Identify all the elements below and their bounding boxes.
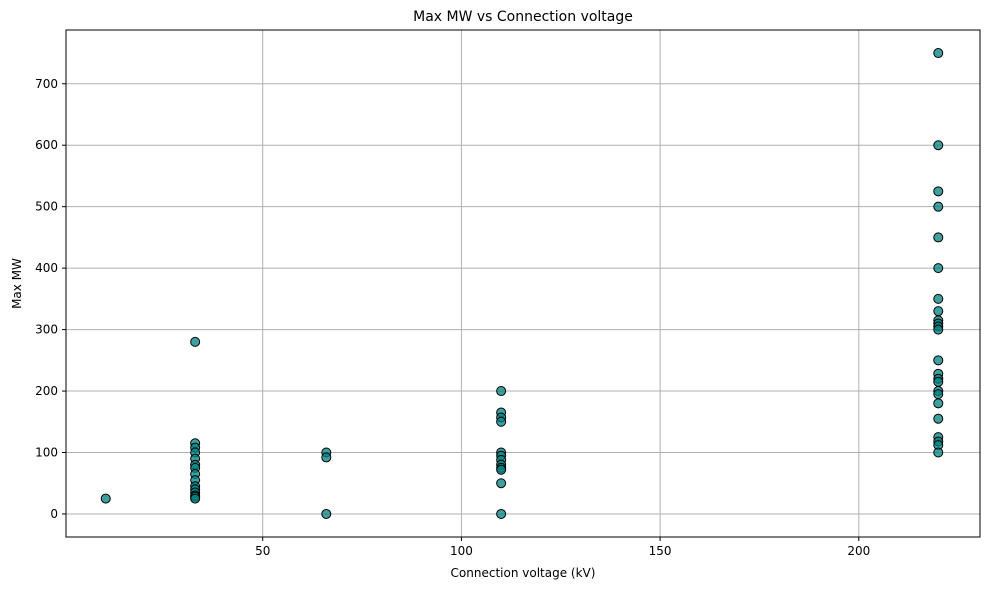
- scatter-point: [933, 398, 944, 409]
- scatter-point: [933, 293, 944, 304]
- scatter-point: [933, 324, 944, 335]
- scatter-point: [496, 416, 507, 427]
- scatter-point: [190, 336, 201, 347]
- y-tick-label: 500: [35, 200, 58, 214]
- x-tick-label: 100: [450, 544, 473, 558]
- scatter-point: [933, 48, 944, 59]
- scatter-point: [321, 508, 332, 519]
- scatter-point: [933, 355, 944, 366]
- scatter-point: [100, 493, 111, 504]
- scatter-point: [933, 201, 944, 212]
- x-tick-label: 150: [649, 544, 672, 558]
- x-tick-label: 50: [255, 544, 270, 558]
- scatter-point: [933, 140, 944, 151]
- y-tick-label: 700: [35, 77, 58, 91]
- scatter-point: [321, 452, 332, 463]
- scatter-point: [933, 263, 944, 274]
- axis-ticks: 50 100 150 200 0 100 200 300 400 500 600 700: [35, 77, 870, 558]
- scatter-point: [933, 413, 944, 424]
- scatter-point: [933, 389, 944, 400]
- scatter-point: [933, 376, 944, 387]
- y-tick-label: 0: [50, 507, 58, 521]
- scatter-point: [933, 306, 944, 317]
- scatter-point: [933, 232, 944, 243]
- x-axis-title: Connection voltage (kV): [451, 566, 596, 580]
- scatter-point: [496, 478, 507, 489]
- y-tick-label: 600: [35, 138, 58, 152]
- plot-frame: [65, 29, 981, 538]
- scatter-point: [496, 508, 507, 519]
- x-tick-label: 200: [847, 544, 870, 558]
- scatter-point: [933, 447, 944, 458]
- y-tick-label: 300: [35, 323, 58, 337]
- y-tick-label: 400: [35, 261, 58, 275]
- scatter-point: [190, 493, 201, 504]
- scatter-point: [496, 386, 507, 397]
- chart-title: Max MW vs Connection voltage: [413, 9, 633, 25]
- y-tick-label: 100: [35, 446, 58, 460]
- scatter-point: [496, 464, 507, 475]
- grid-lines: [66, 30, 980, 537]
- scatter-points: [100, 48, 944, 519]
- y-axis-title: Max MW: [10, 258, 24, 309]
- y-tick-label: 200: [35, 384, 58, 398]
- scatter-point: [933, 186, 944, 197]
